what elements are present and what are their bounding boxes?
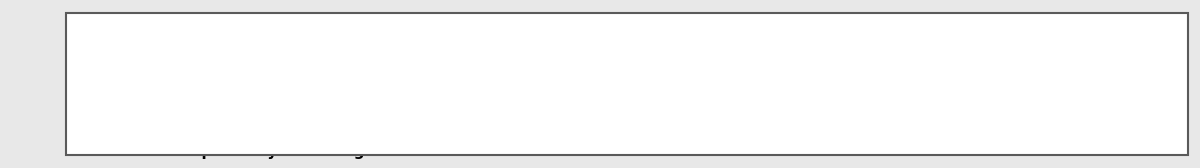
Text: of 10 components from this machine, determine the probability of having two comp: of 10 components from this machine, dete… [178, 104, 1169, 119]
Text: An automatic machine produces on average, 10% of its components outside of the t: An automatic machine produces on average… [178, 64, 1163, 79]
Text: Task 5: Task 5 [76, 30, 132, 45]
Text: required by assuming a binomial distribution.: required by assuming a binomial distribu… [178, 144, 570, 159]
Text: a): a) [138, 64, 155, 79]
